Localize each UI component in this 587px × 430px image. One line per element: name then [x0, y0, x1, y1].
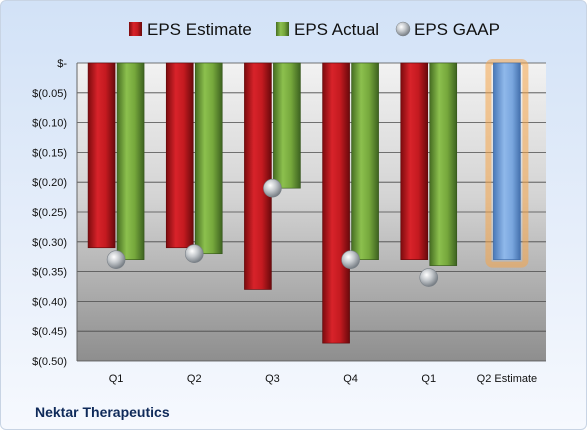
y-tick-label: $(0.20)	[32, 177, 67, 189]
marker-eps-gaap	[184, 244, 204, 264]
marker-eps-gaap	[419, 268, 439, 287]
bar-eps-estimate	[244, 62, 272, 290]
legend-label: EPS Estimate	[147, 20, 252, 39]
bar-eps-estimate	[165, 62, 194, 249]
bar-eps-actual	[429, 62, 458, 266]
x-tick-label: Q2 Estimate	[477, 373, 538, 385]
bar-eps-estimate	[322, 62, 350, 344]
bar-eps-actual	[194, 62, 223, 255]
bar-eps-estimate	[400, 62, 429, 260]
marker-eps-gaap	[263, 178, 282, 198]
legend-swatch	[395, 21, 411, 37]
bar-eps-estimate	[87, 62, 116, 249]
bar-eps-actual	[273, 62, 301, 189]
legend-label: EPS Actual	[294, 20, 379, 39]
y-tick-label: $(0.10)	[32, 118, 67, 130]
bar-q2-estimate	[493, 62, 521, 260]
legend-label: EPS GAAP	[414, 20, 500, 39]
y-tick-label: $(0.35)	[32, 267, 67, 279]
y-tick-label: $(0.05)	[32, 88, 67, 100]
y-tick-label: $-	[57, 58, 67, 70]
bar-eps-actual	[116, 62, 145, 260]
y-tick-label: $(0.40)	[32, 296, 67, 308]
marker-eps-gaap	[106, 250, 126, 269]
x-tick-label: Q1	[421, 373, 436, 385]
y-tick-label: $(0.25)	[32, 207, 67, 219]
x-tick-label: Q4	[343, 373, 358, 385]
y-tick-label: $(0.30)	[32, 237, 67, 249]
estimate-bar-glow	[485, 59, 529, 268]
x-tick-label: Q3	[265, 373, 280, 385]
x-tick-label: Q1	[109, 373, 124, 385]
y-tick-label: $(0.15)	[32, 147, 67, 159]
y-tick-label: $(0.45)	[32, 326, 67, 338]
legend-swatch	[129, 22, 142, 36]
company-name: Nektar Therapeutics	[35, 404, 170, 420]
legend-swatch	[276, 22, 289, 36]
marker-eps-gaap	[341, 250, 360, 269]
bar-eps-actual	[351, 62, 379, 260]
y-tick-label: $(0.50)	[32, 356, 67, 368]
x-tick-label: Q2	[187, 373, 202, 385]
